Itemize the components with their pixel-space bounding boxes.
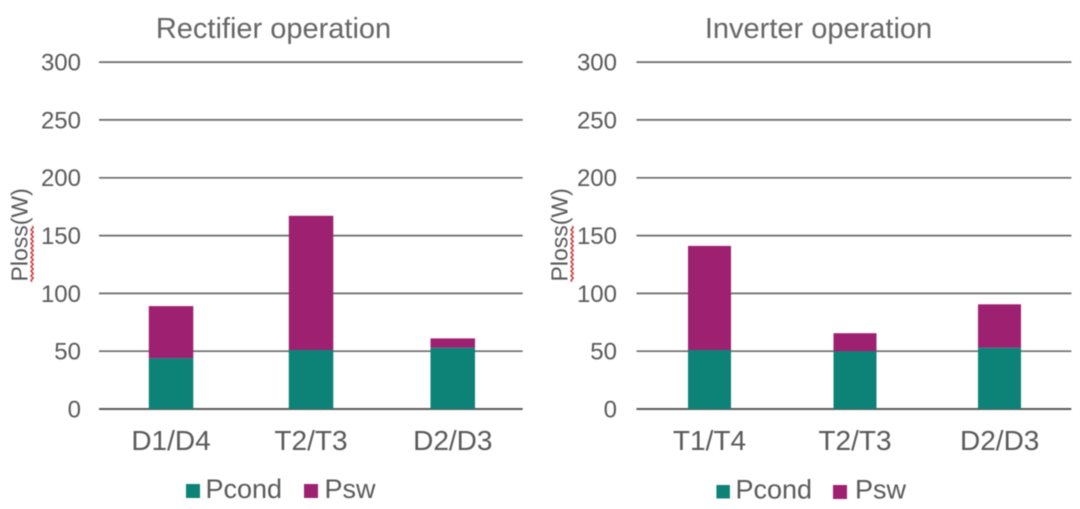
svg-text:100: 100 xyxy=(577,281,617,308)
svg-text:Psw: Psw xyxy=(325,474,377,504)
svg-text:D2/D3: D2/D3 xyxy=(413,425,492,456)
svg-text:D2/D3: D2/D3 xyxy=(960,425,1039,456)
svg-text:0: 0 xyxy=(68,396,81,423)
svg-text:Pcond: Pcond xyxy=(206,474,283,504)
svg-text:200: 200 xyxy=(577,165,617,192)
svg-text:T2/T3: T2/T3 xyxy=(274,425,347,456)
svg-text:0: 0 xyxy=(604,396,617,423)
svg-text:D1/D4: D1/D4 xyxy=(131,425,210,456)
svg-text:Ploss(W): Ploss(W) xyxy=(546,188,572,281)
svg-text:Inverter operation: Inverter operation xyxy=(705,13,932,45)
svg-text:T1/T4: T1/T4 xyxy=(673,425,746,456)
svg-text:Rectifier operation: Rectifier operation xyxy=(156,13,391,45)
svg-text:150: 150 xyxy=(41,223,81,250)
svg-text:Ploss(W): Ploss(W) xyxy=(6,188,32,281)
svg-text:300: 300 xyxy=(41,50,81,77)
svg-text:50: 50 xyxy=(590,339,617,366)
svg-text:T2/T3: T2/T3 xyxy=(818,425,891,456)
svg-text:300: 300 xyxy=(577,50,617,77)
svg-text:200: 200 xyxy=(41,165,81,192)
svg-text:250: 250 xyxy=(41,107,81,134)
svg-text:100: 100 xyxy=(41,281,81,308)
svg-text:50: 50 xyxy=(54,339,81,366)
svg-text:250: 250 xyxy=(577,107,617,134)
svg-text:150: 150 xyxy=(577,223,617,250)
svg-text:Psw: Psw xyxy=(855,475,907,505)
svg-text:Pcond: Pcond xyxy=(736,475,813,505)
